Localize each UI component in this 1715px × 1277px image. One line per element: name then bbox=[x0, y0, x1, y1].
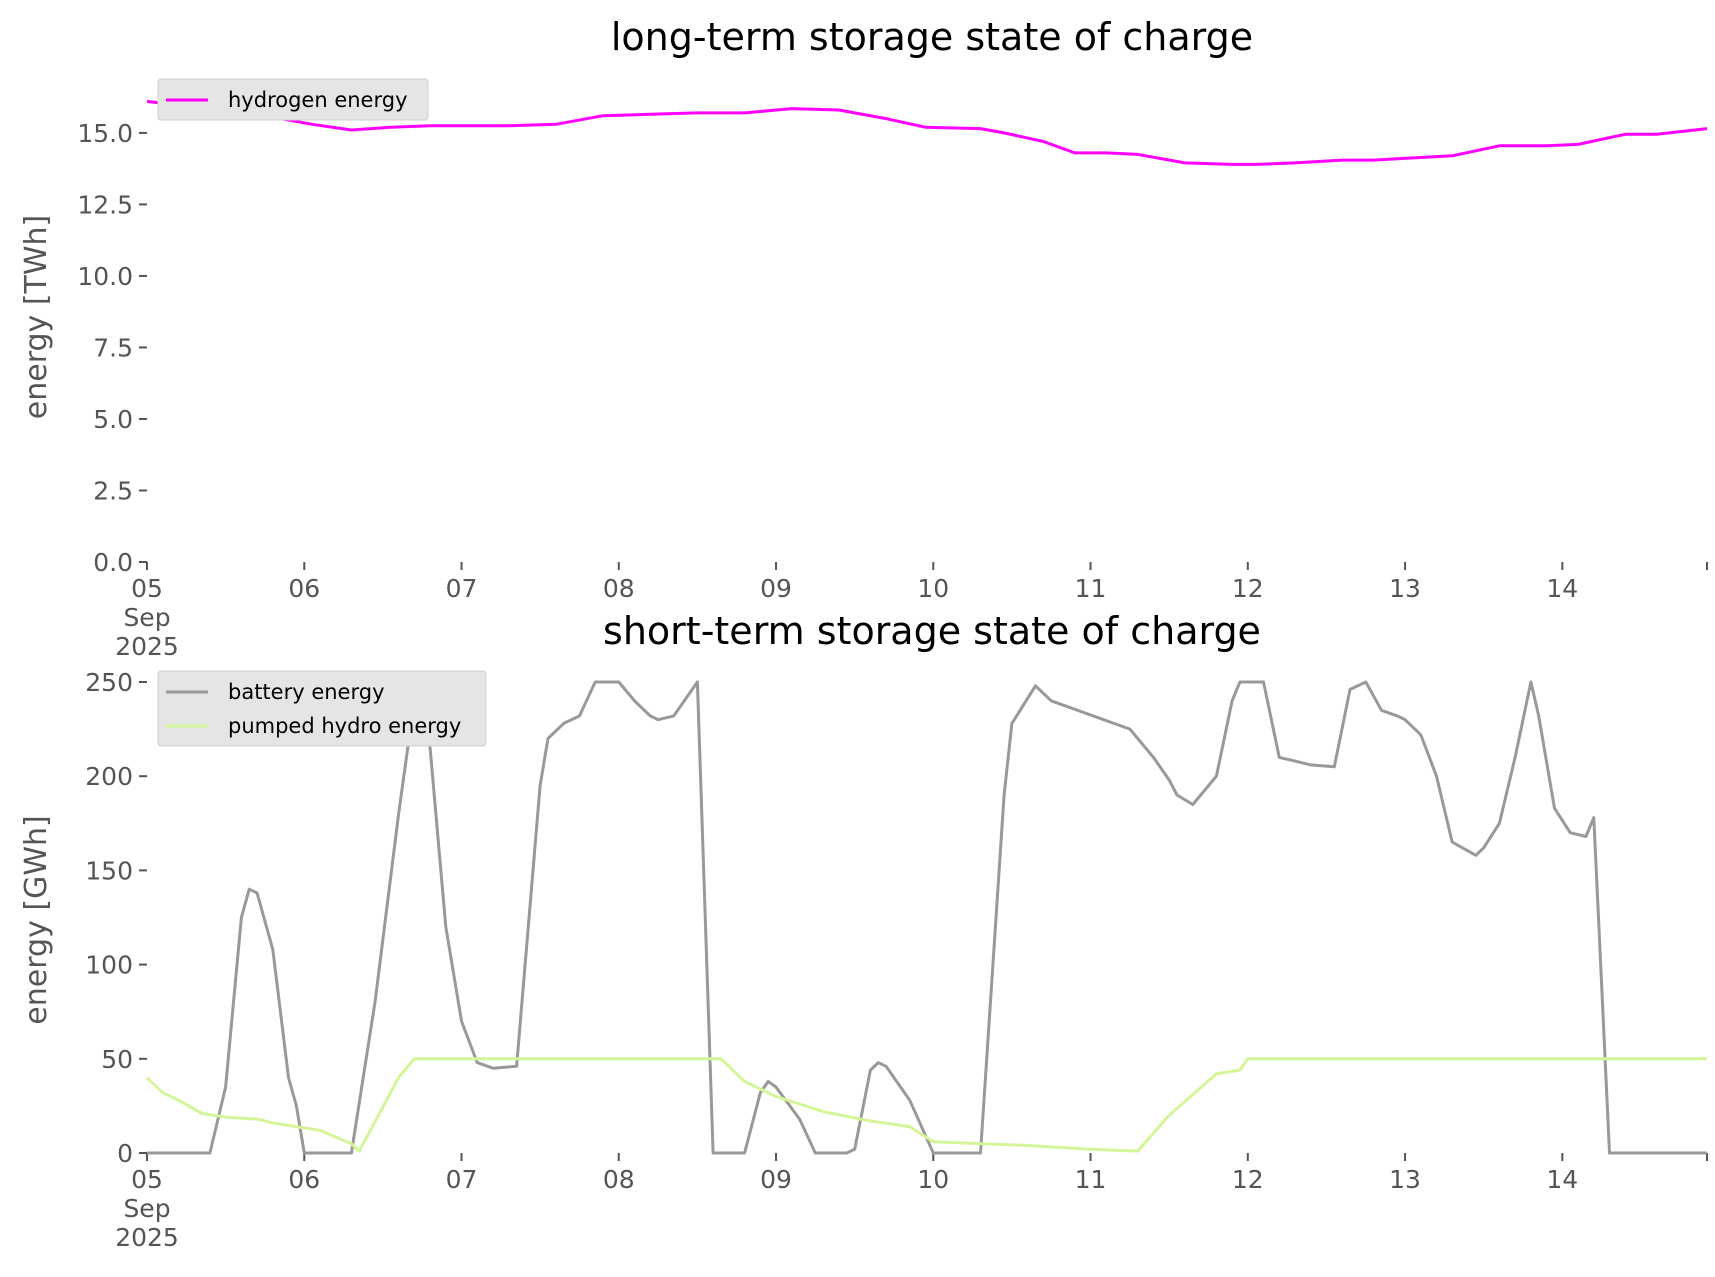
legend: battery energy pumped hydro energy bbox=[157, 670, 487, 747]
y-tick-label: 100 bbox=[85, 951, 133, 980]
x-tick-sublabel: 2025 bbox=[115, 632, 179, 661]
legend-box bbox=[157, 670, 487, 747]
series-lines bbox=[146, 99, 1708, 166]
y-tick-label: 250 bbox=[85, 668, 133, 697]
legend-label: battery energy bbox=[228, 680, 385, 704]
x-tick-label: 14 bbox=[1546, 1165, 1578, 1194]
y-axis-label: energy [TWh] bbox=[19, 215, 54, 419]
x-tick-sublabel: Sep bbox=[123, 603, 170, 632]
x-tick-label: 12 bbox=[1232, 574, 1264, 603]
x-tick-label: 05 bbox=[131, 1165, 163, 1194]
y-tick-label: 10.0 bbox=[77, 262, 133, 291]
legend: hydrogen energy bbox=[157, 78, 429, 121]
x-tick-label: 05 bbox=[131, 574, 163, 603]
short-term-storage-chart: short-term storage state of charge energ… bbox=[19, 609, 1708, 1252]
x-tick-label: 10 bbox=[917, 574, 949, 603]
y-tick-label: 200 bbox=[85, 762, 133, 791]
x-tick-label: 10 bbox=[917, 1165, 949, 1194]
series-line-1 bbox=[145, 1057, 1707, 1153]
x-tick-sublabel: Sep bbox=[123, 1194, 170, 1223]
y-tick-label: 2.5 bbox=[93, 476, 133, 505]
axis-ticks: 0 50 100 150 200 250 05 06 07 08 09 10 11 12 13 14 Sep20… bbox=[85, 668, 1708, 1252]
y-tick-label: 5.0 bbox=[93, 405, 133, 434]
series-lines bbox=[145, 680, 1707, 1155]
x-tick-sublabel: 2025 bbox=[115, 1223, 179, 1252]
long-term-storage-chart: long-term storage state of charge energy… bbox=[19, 15, 1708, 661]
x-tick-label: 13 bbox=[1389, 1165, 1421, 1194]
x-tick-label: 08 bbox=[603, 1165, 635, 1194]
y-tick-label: 12.5 bbox=[77, 190, 133, 219]
chart-title: short-term storage state of charge bbox=[603, 609, 1261, 653]
x-tick-label: 11 bbox=[1075, 574, 1107, 603]
x-tick-label: 09 bbox=[760, 574, 792, 603]
x-tick-label: 13 bbox=[1389, 574, 1421, 603]
x-tick-label: 06 bbox=[288, 574, 320, 603]
x-tick-label: 08 bbox=[603, 574, 635, 603]
y-tick-label: 0 bbox=[117, 1139, 133, 1168]
y-tick-label: 7.5 bbox=[93, 333, 133, 362]
x-tick-label: 14 bbox=[1546, 574, 1578, 603]
x-tick-label: 11 bbox=[1075, 1165, 1107, 1194]
y-tick-label: 0.0 bbox=[93, 548, 133, 577]
axis-ticks: 0.0 2.5 5.0 7.5 10.0 12.5 15.0 05 06 07 08 09 10 11 12… bbox=[77, 119, 1708, 661]
series-line-0 bbox=[146, 99, 1708, 166]
x-tick-label: 07 bbox=[446, 1165, 478, 1194]
x-tick-label: 12 bbox=[1232, 1165, 1264, 1194]
y-tick-label: 150 bbox=[85, 856, 133, 885]
legend-box bbox=[157, 78, 429, 121]
x-tick-label: 06 bbox=[288, 1165, 320, 1194]
y-axis-label: energy [GWh] bbox=[19, 815, 54, 1024]
y-tick-label: 50 bbox=[101, 1045, 133, 1074]
y-tick-label: 15.0 bbox=[77, 119, 133, 148]
x-tick-label: 07 bbox=[446, 574, 478, 603]
chart-title: long-term storage state of charge bbox=[611, 15, 1253, 59]
legend-label: hydrogen energy bbox=[228, 88, 408, 112]
x-tick-label: 09 bbox=[760, 1165, 792, 1194]
series-line-0 bbox=[147, 680, 1707, 1155]
legend-label: pumped hydro energy bbox=[228, 714, 461, 738]
